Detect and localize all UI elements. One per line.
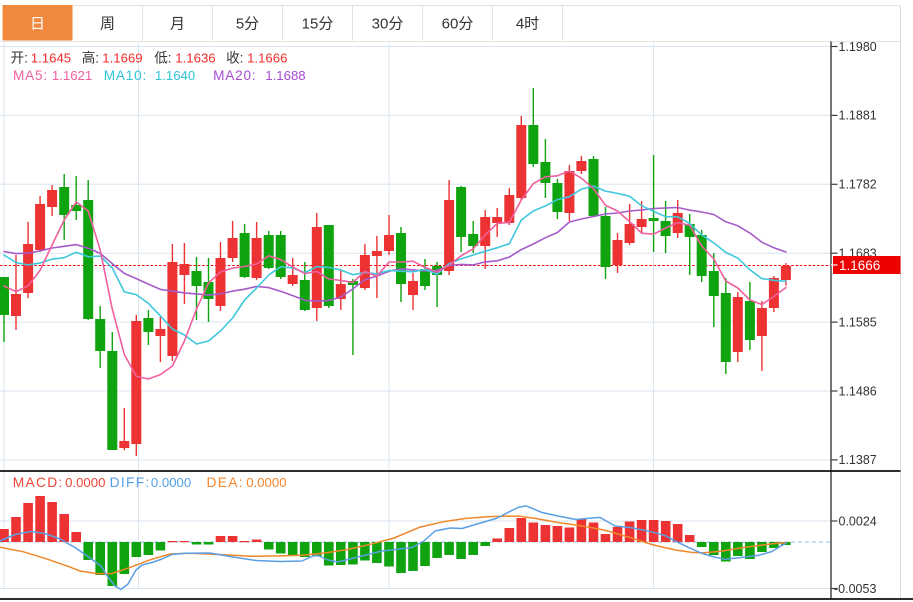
svg-text:1.1585: 1.1585 [839, 315, 877, 329]
svg-text:1.1387: 1.1387 [839, 453, 877, 467]
svg-text:MA20:: MA20: [213, 68, 256, 83]
svg-text:4时: 4时 [516, 16, 539, 33]
svg-text:DIFF:: DIFF: [110, 475, 151, 490]
svg-text:1.1782: 1.1782 [839, 178, 877, 192]
svg-text:1.1621: 1.1621 [52, 68, 92, 83]
svg-text:1.1640: 1.1640 [155, 68, 195, 83]
svg-text:日: 日 [30, 16, 45, 33]
svg-text:MACD:: MACD: [13, 475, 64, 490]
svg-text:1.1669: 1.1669 [102, 51, 142, 66]
svg-text:1.1980: 1.1980 [839, 40, 877, 54]
svg-text:收:: 收: [226, 51, 243, 66]
svg-text:DEA:: DEA: [207, 475, 244, 490]
svg-text:1.1666: 1.1666 [839, 258, 880, 273]
svg-text:30分: 30分 [372, 16, 404, 33]
svg-text:月: 月 [170, 16, 185, 33]
svg-text:低:: 低: [154, 51, 171, 66]
svg-text:1.1645: 1.1645 [31, 51, 71, 66]
svg-text:0.0000: 0.0000 [246, 475, 286, 490]
svg-text:1.1636: 1.1636 [175, 51, 215, 66]
svg-text:0.0000: 0.0000 [151, 475, 191, 490]
svg-text:1.1881: 1.1881 [839, 109, 877, 123]
svg-text:MA10:: MA10: [104, 68, 147, 83]
svg-text:1.1688: 1.1688 [265, 68, 305, 83]
svg-text:5分: 5分 [236, 16, 259, 33]
svg-text:15分: 15分 [302, 16, 334, 33]
svg-text:高:: 高: [82, 50, 99, 66]
svg-text:1.1666: 1.1666 [247, 51, 287, 66]
svg-text:MA5:: MA5: [13, 68, 48, 83]
svg-text:0.0024: 0.0024 [839, 514, 877, 528]
svg-text:周: 周 [100, 16, 115, 33]
svg-text:开:: 开: [11, 51, 28, 66]
svg-text:60分: 60分 [442, 16, 474, 33]
svg-text:0.0000: 0.0000 [65, 475, 105, 490]
svg-text:1.1486: 1.1486 [839, 384, 877, 398]
svg-text:-0.0053: -0.0053 [834, 582, 876, 596]
